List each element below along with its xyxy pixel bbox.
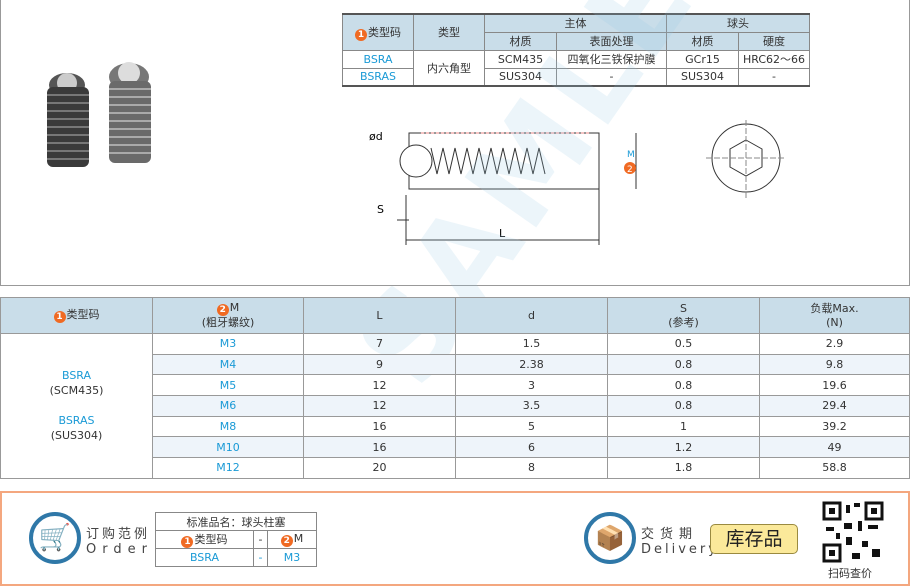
svg-text:ød: ød xyxy=(369,130,383,143)
table-row: M12 20 8 1.8 58.8 xyxy=(1,457,910,479)
svg-text:S: S xyxy=(377,203,384,216)
order-info-panel: 🛒 订购范例 Order 标准品名：球头柱塞 1 类型码 -2 M BSRA - M3 📦 … xyxy=(0,491,910,586)
order-label: 订购范例 Order xyxy=(86,527,153,557)
svg-text:M: M xyxy=(627,150,635,160)
product-photo xyxy=(47,62,151,167)
product-overview-panel: 1 类型码 类型 主体 球头 材质 表面处理 材质 硬度 BSRA 内六角型 SCM435 四… xyxy=(0,0,910,286)
order-example-table: 标准品名：球头柱塞 1 类型码 -2 M BSRA - M3 xyxy=(155,512,318,567)
svg-text:L: L xyxy=(499,227,506,240)
technical-drawing: ød S L 2 M xyxy=(369,130,637,245)
spec-row: BSRA 内六角型 SCM435 四氧化三铁保护膜 GCr15 HRC62～66 xyxy=(342,49,810,87)
spec-row: BSRAS SUS304- SUS304- xyxy=(342,67,810,87)
table-row: BSRA (SCM435) BSRAS (SUS304) M3 7 1.5 0.5 2.9 xyxy=(0,333,910,479)
dimension-table: 1 类型码 2 M (粗牙螺纹) L d S (参考) 负载Max. (N) BSRA (S… xyxy=(0,297,910,479)
delivery-box-icon: 📦 xyxy=(584,512,636,564)
stock-badge: 库存品 xyxy=(710,524,798,554)
delivery-label: 交货期 Delivery xyxy=(641,527,719,557)
cart-icon: 🛒 xyxy=(29,512,81,564)
svg-text:2: 2 xyxy=(627,165,633,175)
qr-code[interactable] xyxy=(822,501,884,563)
spec-table: 1 类型码 类型 主体 球头 材质 表面处理 材质 硬度 BSRA 内六角型 SCM435 四… xyxy=(342,13,810,87)
end-view-drawing xyxy=(706,120,786,200)
table-row: M8 16 5 1 39.2 xyxy=(1,415,910,438)
table-row: M10 16 6 1.2 49 xyxy=(1,436,910,459)
qr-label: 扫码查价 xyxy=(828,567,872,580)
table-row: M4 9 2.38 0.8 9.8 xyxy=(1,353,910,376)
